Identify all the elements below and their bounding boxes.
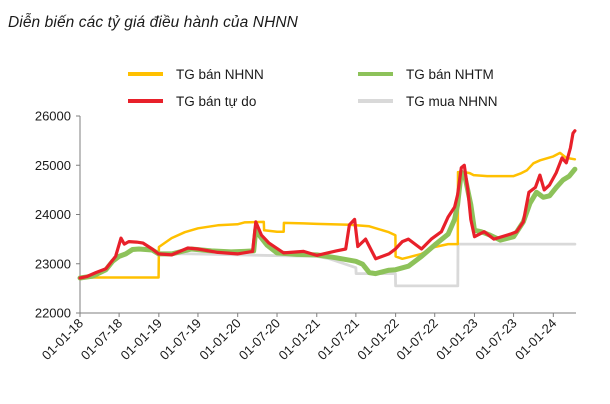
- series-line-3: [157, 242, 577, 288]
- y-tick-label: 22000: [35, 306, 71, 321]
- x-tick-label: 01-07-21: [315, 316, 362, 363]
- chart-title: Diễn biến các tỷ giá điều hành của NHNN: [8, 14, 298, 31]
- x-tick-label: 01-07-23: [472, 316, 519, 363]
- y-tick-label: 25000: [35, 158, 71, 173]
- legend-label-1: TG bán NHTM: [406, 67, 494, 82]
- legend-label-3: TG mua NHNN: [406, 94, 498, 109]
- x-tick-label: 01-01-20: [196, 316, 243, 363]
- x-tick-label: 01-07-20: [236, 316, 283, 363]
- x-tick-label: 01-07-18: [78, 316, 125, 363]
- series-lines: [77, 129, 578, 288]
- legend-label-2: TG bán tự do: [176, 94, 256, 109]
- legend: TG bán NHNN TG bán NHTM TG bán tự do TG mua…: [128, 67, 498, 109]
- series-line-2: [78, 129, 577, 280]
- x-tick-label: 01-07-19: [157, 316, 204, 363]
- legend-label-0: TG bán NHNN: [176, 67, 264, 82]
- x-tick-label: 01-01-24: [512, 316, 559, 363]
- y-tick-label: 23000: [35, 256, 71, 271]
- x-tick-label: 01-01-21: [275, 316, 322, 363]
- x-tick-label: 01-01-23: [433, 316, 480, 363]
- x-tick-label: 01-01-22: [354, 316, 401, 363]
- x-tick-label: 01-01-18: [39, 316, 86, 363]
- y-tick-label: 24000: [35, 207, 71, 222]
- y-tick-label: 26000: [35, 109, 71, 124]
- x-tick-label: 01-01-19: [118, 316, 165, 363]
- x-tick-label: 01-07-22: [393, 316, 440, 363]
- series-line-0: [78, 151, 577, 279]
